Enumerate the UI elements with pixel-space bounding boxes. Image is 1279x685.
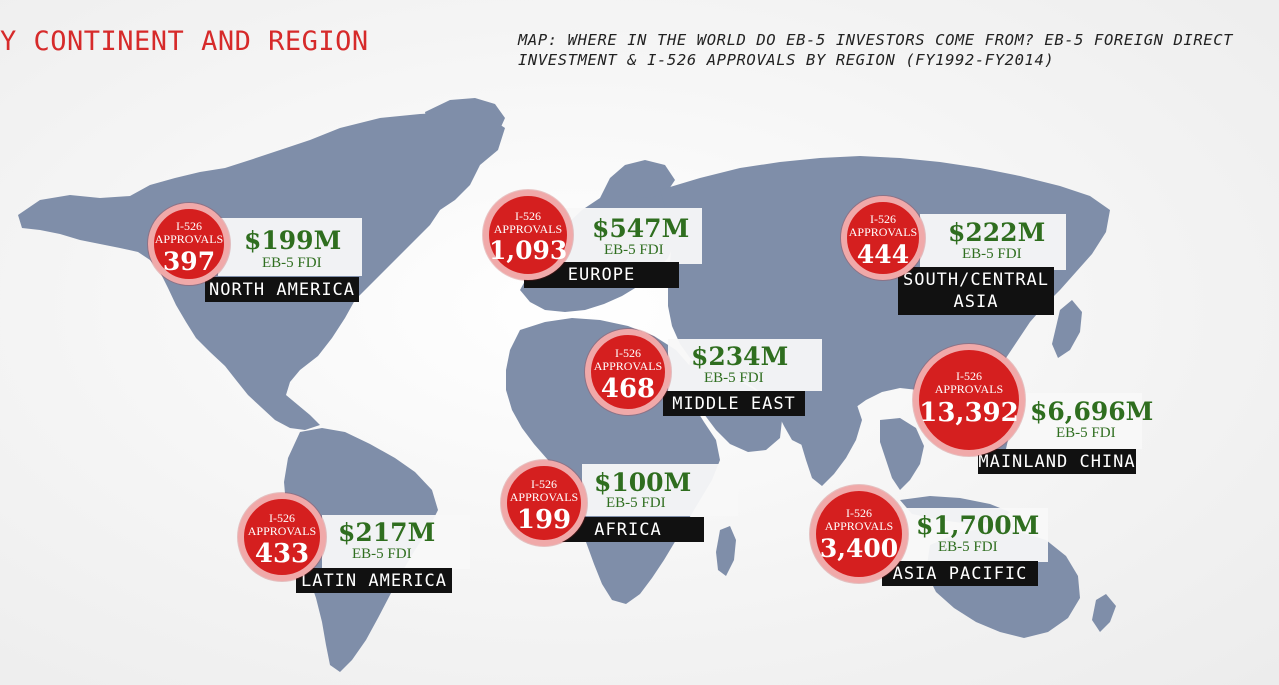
- approvals-count: 3,400: [819, 534, 899, 563]
- fdi-sublabel: EB-5 FDI: [262, 255, 322, 271]
- fdi-amount: $100M: [594, 468, 692, 497]
- india-landmass: [796, 388, 862, 486]
- approvals-label-line-2: APPROVALS: [247, 524, 317, 538]
- approvals-badge: I-526 APPROVALS 397: [148, 203, 230, 285]
- approvals-label-line-2: APPROVALS: [509, 490, 579, 504]
- approvals-badge: I-526 APPROVALS 468: [585, 329, 671, 415]
- fdi-sublabel: EB-5 FDI: [938, 539, 998, 555]
- fdi-plate: [920, 214, 1066, 270]
- fdi-plate: [898, 508, 1048, 562]
- fdi-plate: [582, 464, 738, 516]
- map-caption-line-2: INVESTMENT & I-526 APPROVALS BY REGION (…: [518, 51, 1055, 69]
- fdi-amount: $199M: [244, 226, 342, 255]
- approvals-count: 13,392: [919, 398, 1019, 428]
- region-name-label: ASIA PACIFIC: [882, 561, 1038, 586]
- fdi-plate: [322, 515, 470, 569]
- approvals-count: 444: [856, 240, 910, 269]
- scandinavia-landmass: [600, 160, 675, 198]
- fdi-plate: [560, 208, 702, 264]
- fdi-sublabel: EB-5 FDI: [704, 370, 764, 386]
- approvals-badge: I-526 APPROVALS 433: [238, 493, 326, 581]
- approvals-badge: I-526 APPROVALS 199: [501, 460, 587, 546]
- approvals-count: 433: [254, 539, 310, 569]
- new-zealand-landmass: [1092, 594, 1116, 632]
- approvals-label-line-1: I-526: [956, 369, 982, 383]
- approvals-label-line-2: APPROVALS: [934, 382, 1004, 396]
- approvals-label-line-1: I-526: [846, 506, 872, 520]
- fdi-amount: $1,700M: [916, 511, 1040, 540]
- approvals-badge: I-526 APPROVALS 1,093: [483, 190, 573, 280]
- fdi-sublabel: EB-5 FDI: [352, 546, 412, 562]
- approvals-label-line-1: I-526: [870, 212, 896, 226]
- japan-landmass: [1052, 300, 1082, 358]
- region-name-label: SOUTH/CENTRAL ASIA: [898, 267, 1054, 315]
- approvals-label-line-1: I-526: [269, 511, 295, 525]
- map-caption-line-1: MAP: WHERE IN THE WORLD DO EB-5 INVESTOR…: [518, 31, 1234, 49]
- fdi-amount: $547M: [592, 214, 690, 243]
- approvals-label-line-1: I-526: [515, 209, 541, 223]
- approvals-badge: I-526 APPROVALS 444: [841, 196, 925, 280]
- approvals-label-line-2: APPROVALS: [848, 225, 918, 239]
- fdi-sublabel: EB-5 FDI: [962, 246, 1022, 262]
- approvals-count: 1,093: [489, 236, 568, 265]
- fdi-amount: $222M: [948, 218, 1046, 247]
- approvals-label-line-1: I-526: [531, 477, 557, 491]
- region-name-line-2: ASIA: [953, 292, 999, 312]
- approvals-label-line-1: I-526: [176, 219, 202, 233]
- greenland-landmass: [425, 98, 505, 170]
- fdi-plate: [218, 218, 362, 276]
- approvals-count: 468: [600, 374, 656, 404]
- page-title: Y CONTINENT AND REGION: [0, 26, 369, 57]
- madagascar-landmass: [716, 526, 736, 576]
- approvals-label-line-1: I-526: [615, 346, 641, 360]
- southeast-asia-landmass: [880, 418, 924, 490]
- fdi-amount: $6,696M: [1030, 397, 1154, 426]
- approvals-badge: I-526 APPROVALS 3,400: [810, 485, 908, 583]
- approvals-label-line-2: APPROVALS: [593, 359, 663, 373]
- region-name-label: NORTH AMERICA: [205, 277, 359, 302]
- fdi-sublabel: EB-5 FDI: [1056, 425, 1116, 441]
- region-name-label: MIDDLE EAST: [663, 391, 805, 416]
- region-name-label: MAINLAND CHINA: [978, 449, 1136, 474]
- fdi-plate: [1020, 393, 1142, 449]
- region-name-label: LATIN AMERICA: [296, 568, 452, 593]
- fdi-plate: [668, 339, 822, 391]
- approvals-label-line-2: APPROVALS: [154, 232, 224, 246]
- fdi-sublabel: EB-5 FDI: [606, 495, 666, 511]
- fdi-sublabel: EB-5 FDI: [604, 242, 664, 258]
- approvals-label-line-2: APPROVALS: [493, 222, 563, 236]
- region-name-line-1: SOUTH/CENTRAL: [902, 270, 1050, 290]
- map-caption: MAP: WHERE IN THE WORLD DO EB-5 INVESTOR…: [518, 30, 1278, 70]
- fdi-amount: $217M: [338, 518, 436, 547]
- approvals-count: 397: [162, 247, 216, 276]
- approvals-label-line-2: APPROVALS: [824, 519, 894, 533]
- approvals-count: 199: [516, 505, 572, 535]
- fdi-amount: $234M: [691, 342, 789, 371]
- approvals-badge: I-526 APPROVALS 13,392: [913, 344, 1025, 456]
